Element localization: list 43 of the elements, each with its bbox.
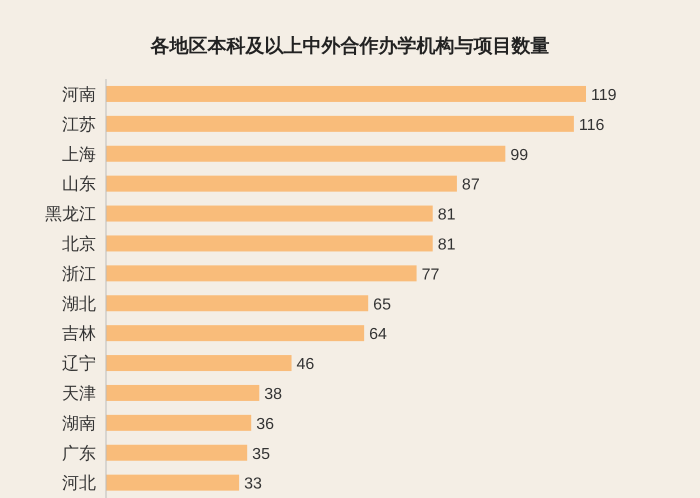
bar bbox=[106, 325, 364, 342]
bar bbox=[106, 116, 574, 132]
bar bbox=[106, 474, 240, 491]
chart-title: 各地区本科及以上中外合作办学机构与项目数量 bbox=[150, 35, 550, 57]
y-tick-label: 黑龙江 bbox=[45, 204, 96, 224]
bar bbox=[106, 176, 457, 192]
data-label: 77 bbox=[422, 266, 440, 284]
bar bbox=[106, 265, 417, 282]
data-label: 35 bbox=[252, 446, 270, 463]
y-tick-label: 河南 bbox=[62, 84, 96, 104]
y-tick-label: 湖南 bbox=[62, 414, 96, 433]
y-tick-label: 天津 bbox=[62, 384, 96, 403]
y-tick-label: 江苏 bbox=[62, 114, 96, 134]
bar bbox=[106, 235, 433, 252]
bar bbox=[106, 384, 260, 401]
data-label: 81 bbox=[438, 206, 456, 224]
bar bbox=[106, 355, 292, 372]
data-label: 99 bbox=[510, 146, 528, 164]
bar bbox=[106, 206, 433, 222]
data-label: 64 bbox=[369, 326, 388, 344]
y-tick-label: 上海 bbox=[62, 144, 96, 164]
bar bbox=[106, 444, 248, 461]
data-label: 87 bbox=[462, 176, 480, 194]
bar bbox=[106, 86, 586, 102]
y-tick-label: 吉林 bbox=[62, 324, 96, 344]
bar bbox=[106, 146, 506, 162]
y-tick-label: 北京 bbox=[62, 234, 96, 254]
data-label: 36 bbox=[256, 416, 274, 433]
data-label: 46 bbox=[296, 356, 314, 374]
bar bbox=[106, 295, 368, 312]
y-tick-label: 广东 bbox=[62, 444, 96, 463]
y-tick-label: 浙江 bbox=[62, 264, 96, 284]
y-tick-label: 河北 bbox=[62, 474, 96, 493]
y-tick-label: 辽宁 bbox=[62, 354, 96, 374]
bar bbox=[106, 414, 252, 431]
data-label: 33 bbox=[244, 476, 262, 493]
data-label: 38 bbox=[264, 386, 282, 403]
data-label: 81 bbox=[438, 236, 456, 254]
data-label: 65 bbox=[373, 296, 392, 314]
data-label: 116 bbox=[578, 116, 605, 134]
y-tick-label: 湖北 bbox=[62, 294, 96, 314]
y-tick-label: 山东 bbox=[62, 174, 96, 194]
data-label: 119 bbox=[591, 86, 617, 104]
